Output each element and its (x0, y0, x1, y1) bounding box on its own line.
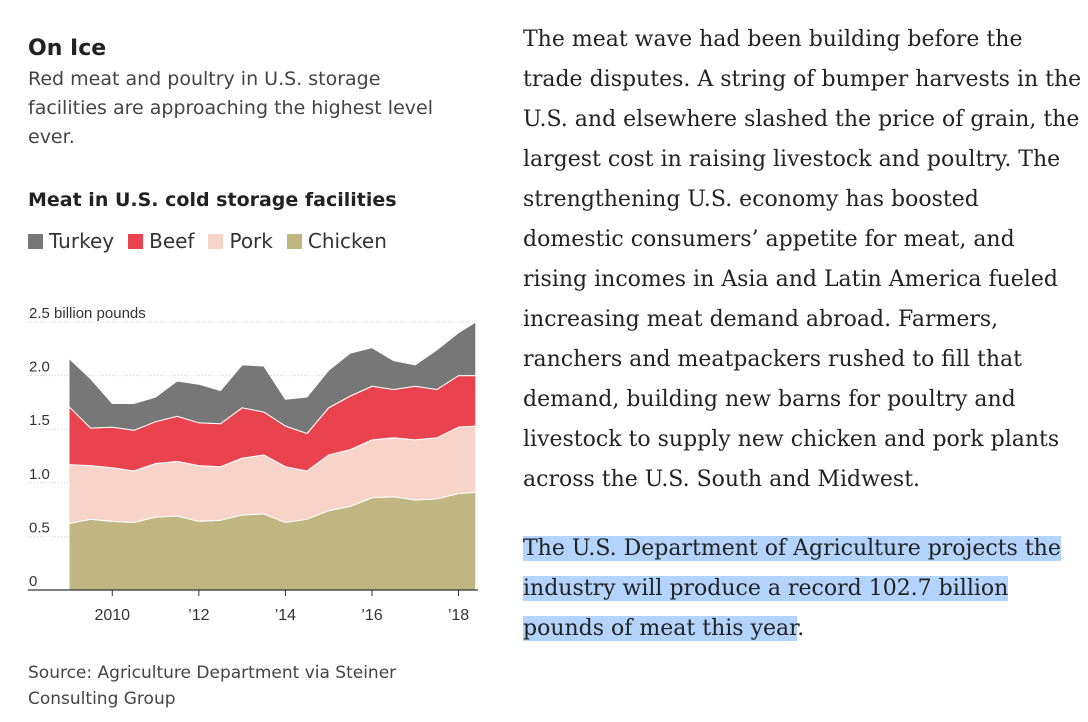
article-body: The meat wave had been building before t… (523, 20, 1083, 649)
highlighted-text: The U.S. Department of Agriculture proje… (523, 536, 1061, 641)
legend-item-pork: Pork (208, 229, 273, 253)
legend-label-pork: Pork (229, 229, 273, 253)
paragraph-end: . (797, 616, 805, 641)
y-tick-label-4: 2.0 (29, 359, 50, 376)
x-tick-label-0: 2010 (94, 607, 130, 624)
legend-swatch-chicken (286, 233, 302, 249)
chart-legend: Turkey Beef Pork Chicken (28, 229, 387, 253)
chart-area: 0 0.5 1.0 1.5 2.0 2.5 billion pounds 2010 ’12 ’1… (0, 290, 490, 644)
legend-swatch-beef (128, 233, 144, 249)
chart-title: Meat in U.S. cold storage facilities (28, 189, 397, 211)
legend-label-chicken: Chicken (307, 229, 387, 253)
legend-swatch-turkey (28, 233, 43, 249)
area-turkey (68, 321, 477, 435)
y-tick-label-1: 0.5 (29, 519, 50, 536)
stacked-area-chart: 0 0.5 1.0 1.5 2.0 2.5 billion pounds 2010 ’12 ’1… (28, 305, 478, 624)
legend-swatch-pork (208, 233, 224, 249)
y-tick-label-2: 1.0 (29, 466, 50, 483)
legend-item-beef: Beef (128, 229, 194, 253)
sidebar: On Ice Red meat and poultry in U.S. stor… (28, 36, 488, 152)
x-tick-label-3: ’16 (361, 607, 382, 624)
y-tick-label-5: 2.5 billion pounds (29, 305, 146, 322)
article-paragraph-2: The U.S. Department of Agriculture proje… (523, 529, 1083, 649)
y-tick-label-3: 1.5 (29, 412, 50, 429)
article-paragraph-1: The meat wave had been building before t… (523, 27, 1082, 492)
x-tick-label-2: ’14 (275, 607, 296, 624)
chart-subtitle: Red meat and poultry in U.S. storage fac… (28, 68, 433, 148)
legend-label-turkey: Turkey (49, 229, 115, 253)
legend-label-beef: Beef (149, 229, 195, 253)
chart-heading: On Ice (28, 36, 107, 61)
legend-item-turkey: Turkey (28, 229, 114, 253)
chart-source: Source: Agriculture Department via Stein… (28, 663, 397, 709)
x-tick-label-1: ’12 (188, 607, 209, 624)
x-tick-label-4: ’18 (448, 607, 469, 624)
y-tick-label-0: 0 (29, 573, 37, 590)
legend-item-chicken: Chicken (286, 229, 387, 253)
